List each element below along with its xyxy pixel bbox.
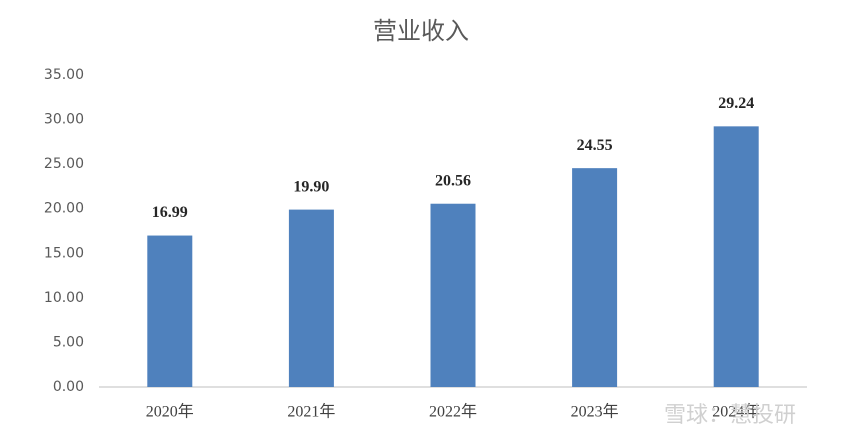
value-label: 19.90 xyxy=(293,178,329,195)
y-tick-label: 5.00 xyxy=(53,334,84,350)
bar xyxy=(713,126,759,387)
y-tick-label: 20.00 xyxy=(44,201,84,217)
x-tick-label: 2021年 xyxy=(287,403,335,421)
bar xyxy=(572,168,618,387)
value-label: 29.24 xyxy=(718,95,754,112)
y-tick-label: 35.00 xyxy=(44,67,84,83)
x-tick-label: 2024年 xyxy=(712,403,760,421)
bar xyxy=(288,209,334,387)
bar xyxy=(147,235,193,387)
bar xyxy=(430,203,476,387)
value-label: 20.56 xyxy=(435,172,471,189)
x-tick-label: 2020年 xyxy=(146,403,194,421)
y-tick-label: 0.00 xyxy=(53,379,84,395)
value-label: 24.55 xyxy=(577,137,613,154)
y-tick-label: 30.00 xyxy=(44,112,84,128)
watermark: 雪球：慧投研 xyxy=(664,403,796,428)
x-tick-label: 2023年 xyxy=(571,403,619,421)
y-tick-label: 10.00 xyxy=(44,290,84,306)
y-tick-label: 25.00 xyxy=(44,156,84,172)
y-tick-label: 15.00 xyxy=(44,245,84,261)
value-label: 16.99 xyxy=(152,204,188,221)
x-tick-label: 2022年 xyxy=(429,403,477,421)
chart-title: 营业收入 xyxy=(373,17,469,45)
